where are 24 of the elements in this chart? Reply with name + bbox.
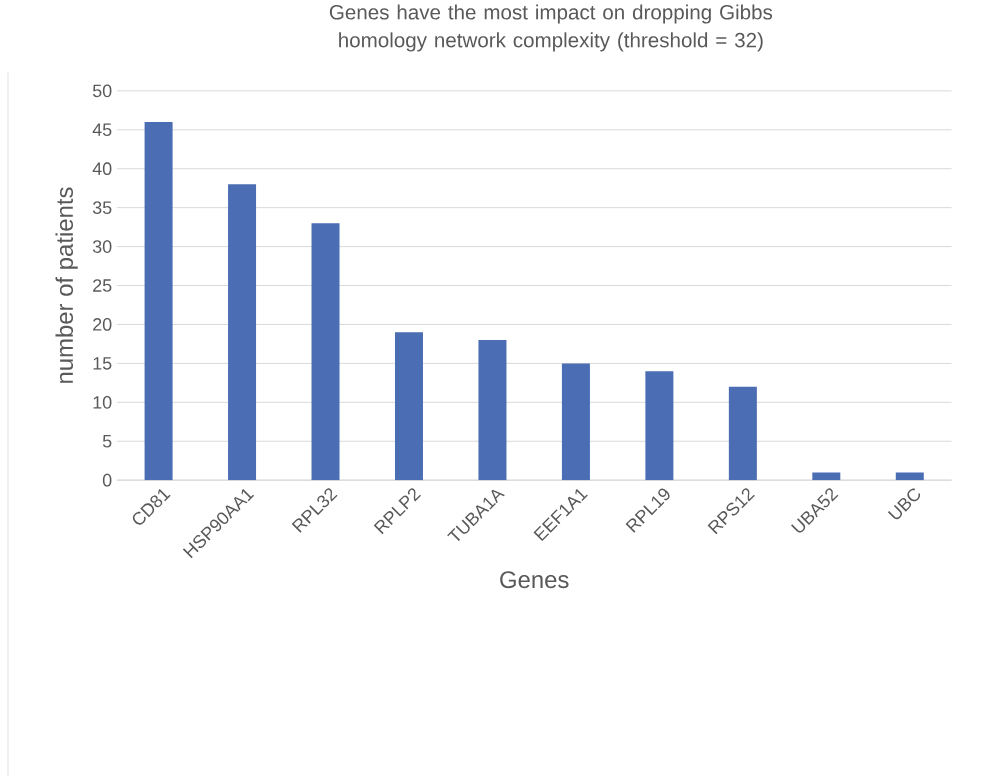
y-tick-label: 45 bbox=[92, 123, 112, 137]
y-axis-title: number of patients bbox=[55, 187, 78, 384]
bar bbox=[478, 340, 507, 481]
bar bbox=[812, 472, 841, 481]
bar bbox=[311, 223, 340, 481]
bar bbox=[561, 363, 590, 481]
y-tick-label: 40 bbox=[92, 162, 112, 176]
bar bbox=[895, 472, 924, 481]
y-tick-label: 30 bbox=[92, 240, 112, 254]
y-tick-label: 20 bbox=[93, 318, 112, 331]
y-tick-label: 25 bbox=[93, 279, 112, 293]
y-tick-label: 0 bbox=[102, 474, 112, 487]
bar bbox=[728, 386, 757, 481]
x-axis-title: Genes bbox=[500, 571, 569, 589]
y-tick-label: 35 bbox=[92, 201, 112, 215]
y-tick-label: 10 bbox=[93, 396, 112, 409]
chart-title: Genes have the most impact on dropping Gibbs homology network complexity (threshold = 32) bbox=[329, 4, 773, 52]
bar bbox=[645, 371, 674, 481]
y-tick-label: 50 bbox=[92, 84, 112, 98]
bar bbox=[394, 332, 423, 481]
bar bbox=[144, 122, 173, 481]
y-tick-label: 5 bbox=[102, 435, 112, 448]
y-tick-label: 15 bbox=[93, 357, 112, 370]
bar bbox=[228, 184, 257, 481]
